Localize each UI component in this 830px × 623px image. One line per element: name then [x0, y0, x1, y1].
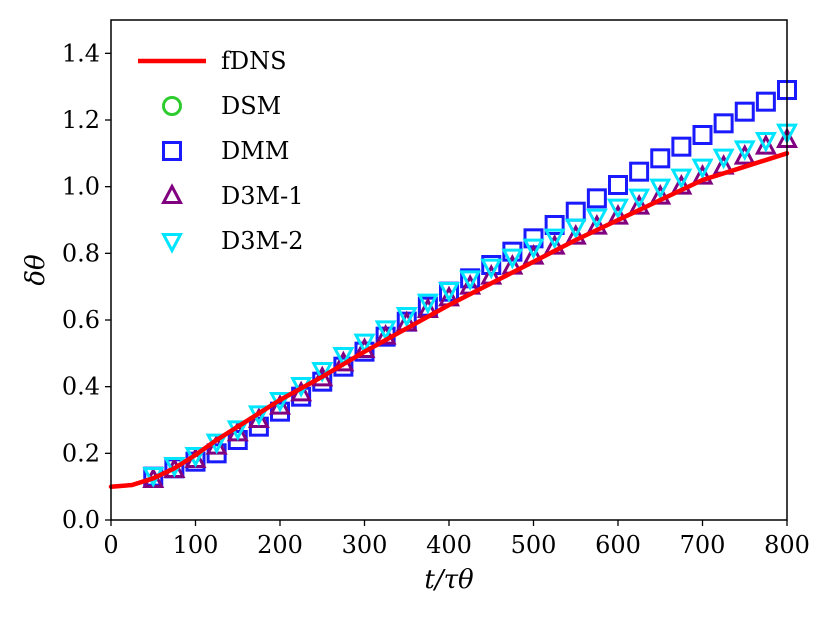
data-point — [670, 173, 693, 195]
data-point — [734, 101, 755, 122]
x-tick-label: 700 — [680, 531, 726, 559]
data-point — [628, 193, 651, 215]
data-point — [649, 178, 672, 200]
data-point — [691, 163, 714, 185]
data-point — [586, 188, 607, 209]
legend-item: D3M-1 — [161, 182, 303, 210]
x-tick-label: 500 — [511, 531, 557, 559]
data-point — [311, 362, 334, 383]
data-point — [480, 258, 503, 280]
data-point — [691, 158, 714, 180]
data-point — [564, 223, 587, 245]
axis-ticks: 0 100 200 300 400 500 600 700 800 0.0 0.2 0.4 0.6 0.8… — [62, 39, 810, 559]
data-point — [395, 307, 418, 328]
data-point — [755, 91, 776, 112]
data-point — [607, 203, 629, 225]
x-tick-label: 800 — [764, 531, 810, 559]
legend-label: fDNS — [221, 47, 287, 75]
data-point — [608, 175, 628, 195]
legend-label: DSM — [221, 92, 281, 120]
data-point — [522, 238, 545, 260]
series-line-fdns — [108, 151, 790, 489]
x-tick-label: 0 — [103, 531, 118, 559]
legend-label: DMM — [221, 137, 289, 165]
y-tick-label: 0.4 — [62, 373, 100, 401]
data-point — [713, 113, 734, 134]
series-d3m-2 — [142, 123, 798, 488]
legend-label: D3M-1 — [221, 182, 303, 210]
data-point — [438, 282, 460, 303]
data-point — [733, 143, 756, 165]
data-point — [607, 198, 629, 220]
y-tick-label: 0.8 — [62, 239, 100, 267]
data-point — [649, 183, 672, 205]
x-tick-label: 400 — [426, 531, 472, 559]
y-tick-label: 0.0 — [62, 506, 100, 534]
y-tick-label: 1.4 — [62, 39, 100, 67]
data-point — [629, 161, 650, 182]
data-point — [332, 347, 355, 368]
x-tick-label: 100 — [173, 531, 219, 559]
data-point — [692, 125, 713, 145]
data-point — [733, 140, 756, 162]
data-point — [650, 148, 671, 169]
data-point — [543, 228, 566, 250]
data-point — [754, 133, 777, 155]
data-point — [353, 333, 376, 355]
data-point — [565, 201, 586, 222]
data-point — [712, 148, 735, 170]
x-tick-label: 200 — [257, 531, 303, 559]
y-axis-label: δθ — [21, 254, 51, 286]
legend-item: D3M-2 — [161, 227, 303, 255]
data-point — [670, 168, 693, 190]
legend-item: DSM — [162, 92, 281, 120]
legend-swatch — [162, 96, 182, 116]
x-tick-label: 600 — [595, 531, 641, 559]
data-point — [544, 215, 565, 235]
legend-swatch — [161, 183, 183, 204]
data-point — [416, 293, 439, 315]
data-point — [501, 248, 524, 270]
data-point — [671, 136, 692, 157]
data-point — [459, 270, 482, 292]
y-tick-label: 0.2 — [62, 439, 100, 467]
data-point — [628, 188, 651, 210]
data-point — [585, 213, 608, 235]
y-tick-label: 0.6 — [62, 306, 100, 334]
data-point — [585, 208, 608, 230]
x-tick-label: 300 — [342, 531, 388, 559]
x-axis-label: t/τθ — [424, 565, 474, 595]
y-tick-label: 1.2 — [62, 106, 100, 134]
data-point — [374, 320, 397, 342]
legend-item: DMM — [162, 137, 289, 165]
data-point — [564, 218, 587, 240]
y-tick-label: 1.0 — [62, 173, 100, 201]
legend: fDNS DSM DMM D3M-1 D3M-2 — [138, 47, 303, 255]
data-point — [754, 132, 777, 153]
legend-swatch — [162, 141, 182, 161]
legend-item: fDNS — [138, 47, 287, 75]
legend-label: D3M-2 — [221, 227, 303, 255]
chart-marks — [108, 80, 798, 489]
legend-swatch — [161, 233, 183, 254]
